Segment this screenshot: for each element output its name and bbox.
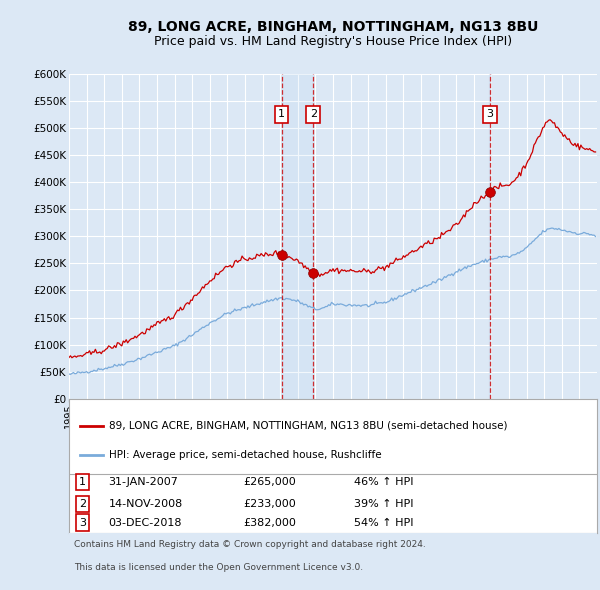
Text: £233,000: £233,000	[243, 499, 296, 509]
Text: 89, LONG ACRE, BINGHAM, NOTTINGHAM, NG13 8BU (semi-detached house): 89, LONG ACRE, BINGHAM, NOTTINGHAM, NG13…	[109, 421, 507, 431]
Text: 2: 2	[310, 109, 317, 119]
Text: 31-JAN-2007: 31-JAN-2007	[109, 477, 178, 487]
Text: This data is licensed under the Open Government Licence v3.0.: This data is licensed under the Open Gov…	[74, 562, 364, 572]
Text: £265,000: £265,000	[243, 477, 296, 487]
Bar	[489, 74, 491, 399]
Text: 2: 2	[79, 499, 86, 509]
Text: 46% ↑ HPI: 46% ↑ HPI	[354, 477, 413, 487]
Bar	[281, 74, 313, 399]
Text: HPI: Average price, semi-detached house, Rushcliffe: HPI: Average price, semi-detached house,…	[109, 450, 381, 460]
Text: Price paid vs. HM Land Registry's House Price Index (HPI): Price paid vs. HM Land Registry's House …	[154, 35, 512, 48]
Text: Contains HM Land Registry data © Crown copyright and database right 2024.: Contains HM Land Registry data © Crown c…	[74, 540, 426, 549]
Text: £382,000: £382,000	[243, 517, 296, 527]
Text: 89, LONG ACRE, BINGHAM, NOTTINGHAM, NG13 8BU: 89, LONG ACRE, BINGHAM, NOTTINGHAM, NG13…	[128, 19, 538, 34]
Text: 03-DEC-2018: 03-DEC-2018	[109, 517, 182, 527]
Text: 39% ↑ HPI: 39% ↑ HPI	[354, 499, 413, 509]
Text: 1: 1	[278, 109, 285, 119]
Text: 1: 1	[79, 477, 86, 487]
Text: 54% ↑ HPI: 54% ↑ HPI	[354, 517, 413, 527]
Text: 3: 3	[487, 109, 493, 119]
Text: 3: 3	[79, 517, 86, 527]
Text: 14-NOV-2008: 14-NOV-2008	[109, 499, 183, 509]
